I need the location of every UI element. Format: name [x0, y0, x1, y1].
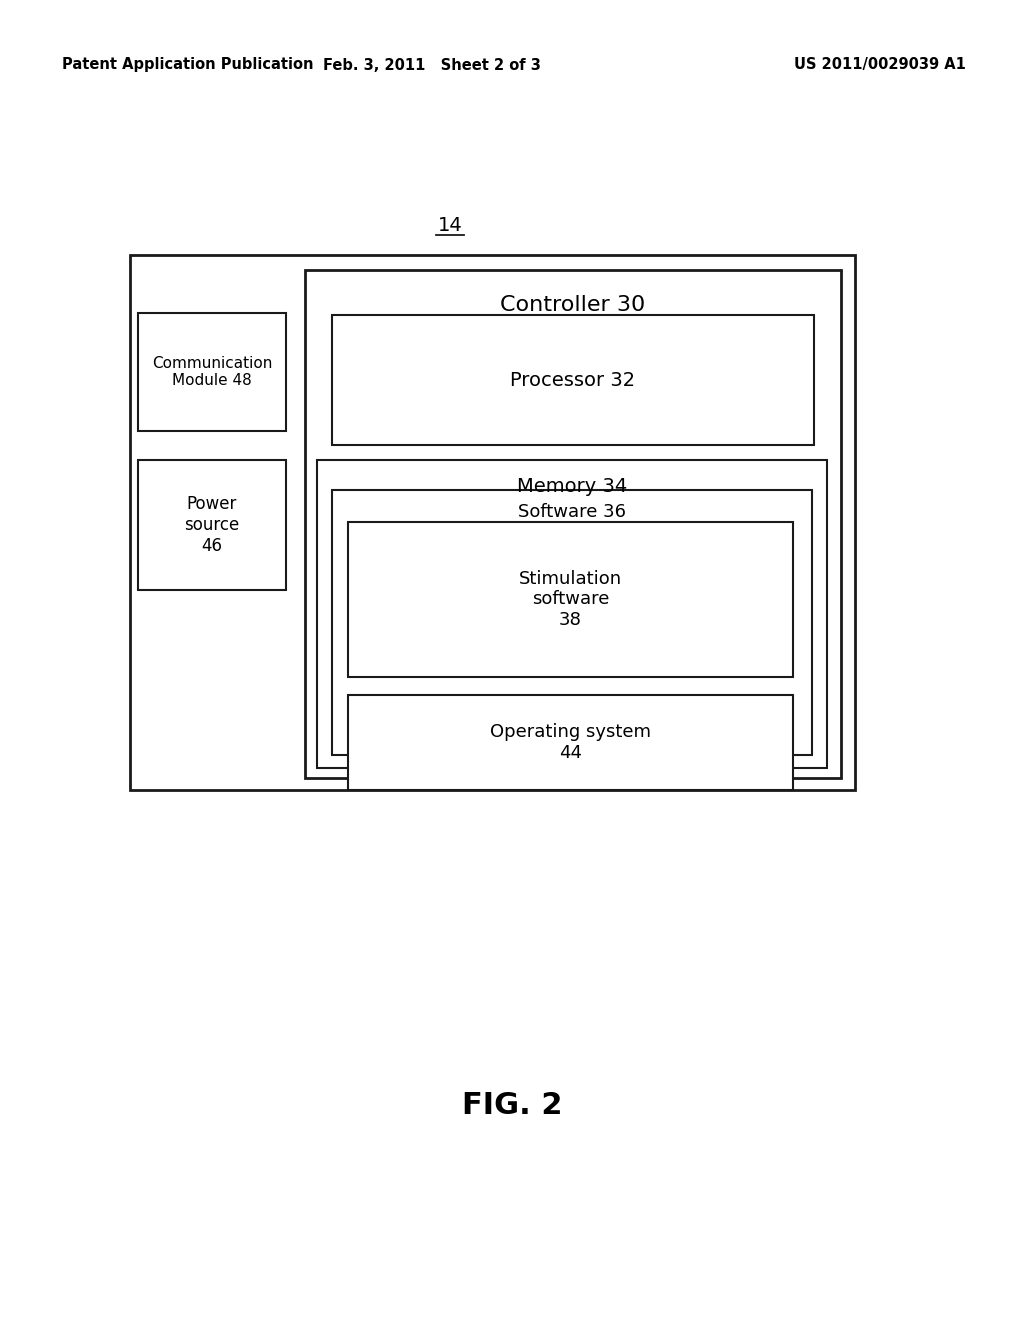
Text: Feb. 3, 2011   Sheet 2 of 3: Feb. 3, 2011 Sheet 2 of 3: [323, 58, 541, 73]
Bar: [130, 255, 855, 789]
Text: Stimulation
software
38: Stimulation software 38: [519, 570, 622, 630]
Bar: [348, 696, 793, 789]
Text: Processor 32: Processor 32: [510, 371, 636, 389]
Text: Memory 34: Memory 34: [517, 477, 627, 495]
Text: Communication
Module 48: Communication Module 48: [152, 356, 272, 388]
Text: Controller 30: Controller 30: [501, 294, 645, 315]
Bar: [332, 490, 812, 755]
Text: 14: 14: [437, 216, 463, 235]
Text: FIG. 2: FIG. 2: [462, 1090, 562, 1119]
Bar: [305, 271, 841, 777]
Bar: [138, 313, 286, 432]
Bar: [317, 459, 827, 768]
Bar: [332, 315, 814, 445]
Text: Power
source
46: Power source 46: [184, 495, 240, 554]
Text: Patent Application Publication: Patent Application Publication: [62, 58, 313, 73]
Text: Operating system
44: Operating system 44: [490, 723, 651, 762]
Bar: [348, 521, 793, 677]
Text: Software 36: Software 36: [518, 503, 626, 521]
Text: US 2011/0029039 A1: US 2011/0029039 A1: [794, 58, 966, 73]
Bar: [138, 459, 286, 590]
